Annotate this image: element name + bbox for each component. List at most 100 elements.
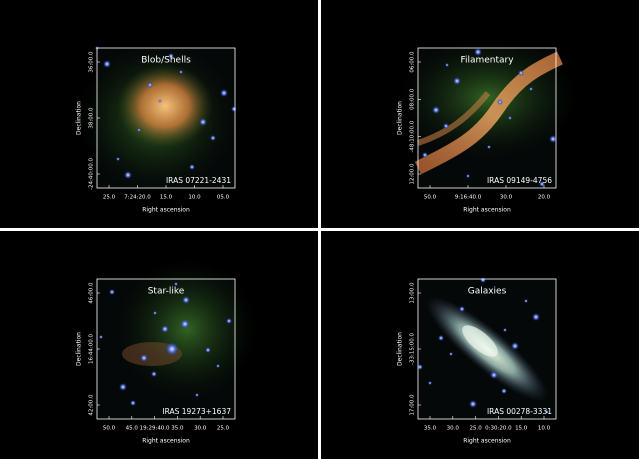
- star: [147, 82, 153, 88]
- panel-title: Galaxies: [468, 287, 507, 297]
- y-tick-label: -48:10:00.0: [410, 120, 416, 152]
- source-label: IRAS 09149-4756: [487, 176, 552, 185]
- star: [549, 135, 557, 143]
- star: [438, 335, 444, 341]
- x-tick-label: 30.0: [194, 426, 207, 432]
- star: [182, 296, 190, 304]
- star: [174, 282, 178, 286]
- x-tick-label: 15.0: [515, 426, 528, 432]
- star: [195, 393, 199, 397]
- x-tick-label: 25.0: [469, 426, 482, 432]
- star: [119, 383, 127, 391]
- star: [428, 381, 432, 385]
- star: [503, 328, 507, 332]
- star: [137, 128, 141, 132]
- star: [153, 311, 157, 315]
- star: [524, 299, 528, 303]
- star: [497, 99, 503, 105]
- x-tick-label: 25.0: [217, 426, 230, 432]
- filament: [414, 51, 563, 175]
- star: [445, 63, 449, 67]
- star: [216, 364, 220, 368]
- panel: Galaxies IRAS 00278-3331 35.0 30.0 25.0 0:30:…: [321, 231, 639, 459]
- y-tick-label: 46:00.0: [89, 282, 95, 304]
- x-tick-label: 9:16:40.0: [455, 195, 482, 201]
- star: [99, 335, 103, 339]
- x-tick-label: 35.0: [424, 426, 437, 432]
- y-tick-label: -24:40:00.0: [89, 158, 95, 190]
- star: [490, 371, 498, 379]
- star: [449, 352, 453, 356]
- star: [466, 174, 470, 178]
- star: [189, 164, 195, 170]
- star: [487, 145, 491, 149]
- star: [180, 319, 190, 329]
- star: [179, 70, 183, 74]
- y-tick-label: 36:00.0: [89, 51, 95, 73]
- star: [508, 116, 512, 120]
- y-tick-label: -33:15:00.0: [410, 333, 416, 365]
- x-axis-label: Right ascension: [463, 207, 511, 214]
- star: [124, 171, 132, 179]
- image-frame: [417, 47, 557, 189]
- star: [469, 400, 477, 408]
- x-tick-label: 0:30:20.0: [485, 426, 512, 432]
- y-tick-label: 16:44:00.0: [89, 334, 95, 364]
- galaxy-core: [462, 325, 498, 357]
- y-axis-label: Declination: [397, 101, 404, 135]
- star: [443, 123, 449, 129]
- star: [205, 347, 211, 353]
- x-tick-label: 30.0: [447, 426, 460, 432]
- x-tick-label: 35.0: [171, 426, 184, 432]
- source-label: IRAS 19273+1637: [162, 407, 231, 416]
- y-tick-label: 42:00.0: [89, 394, 95, 416]
- star: [545, 410, 549, 414]
- star: [165, 342, 179, 356]
- y-tick-label: 12:00.0: [410, 163, 416, 185]
- y-axis-label: Declination: [76, 101, 83, 135]
- star: [158, 99, 162, 103]
- x-tick-label: 30.0: [500, 195, 513, 201]
- sky-image: [77, 43, 237, 193]
- x-tick-label: 15.0: [160, 195, 173, 201]
- y-tick-label: 13:00.0: [410, 282, 416, 304]
- x-tick-label: 10.0: [188, 195, 201, 201]
- x-tick-label: 45.0: [126, 426, 139, 432]
- star: [459, 306, 465, 312]
- panel-title: Star-like: [148, 287, 185, 297]
- star: [161, 325, 169, 333]
- star: [103, 60, 111, 68]
- panel: Filamentary IRAS 09149-4756 50.0 9:16:40.0 3…: [321, 0, 639, 228]
- star: [199, 118, 207, 126]
- x-tick-label: 25.0: [103, 195, 116, 201]
- panel: Blob/Shells IRAS 07221-2431 25.0 7:24:20.0 1…: [0, 0, 318, 228]
- star: [116, 157, 120, 161]
- x-tick-label: 19:29:40.0: [140, 426, 170, 432]
- y-tick-label: 06:00.0: [410, 51, 416, 73]
- sky-image: [97, 259, 257, 419]
- nebula: [117, 259, 257, 399]
- star: [226, 318, 232, 324]
- star: [511, 342, 519, 350]
- star: [518, 70, 524, 76]
- x-axis-label: Right ascension: [463, 438, 511, 445]
- star: [529, 87, 533, 91]
- x-tick-label: 7:24:20.0: [124, 195, 151, 201]
- star: [151, 371, 157, 377]
- filament: [417, 91, 491, 146]
- sky-image: [398, 38, 578, 188]
- star: [532, 313, 540, 321]
- source-label: IRAS 07221-2431: [166, 176, 231, 185]
- y-tick-label: 17:00.0: [410, 394, 416, 416]
- x-tick-label: 50.0: [103, 426, 116, 432]
- star: [474, 48, 482, 56]
- star: [220, 89, 228, 97]
- y-tick-label: 38:00.0: [89, 107, 95, 129]
- x-axis-label: Right ascension: [142, 438, 190, 445]
- star: [480, 277, 486, 283]
- star: [422, 152, 428, 158]
- x-tick-label: 50.0: [424, 195, 437, 201]
- x-tick-label: 20.0: [538, 195, 551, 201]
